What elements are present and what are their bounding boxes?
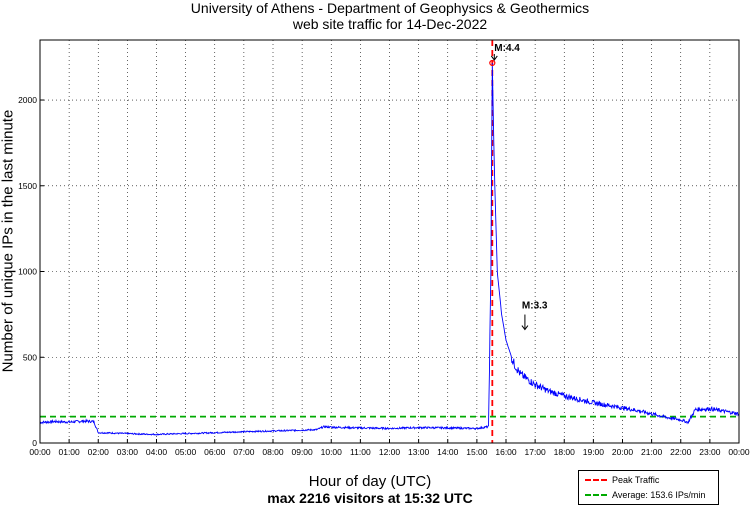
x-tick-label: 22:00 xyxy=(670,447,692,457)
x-tick-label: 18:00 xyxy=(554,447,576,457)
chart-subtitle: web site traffic for 14-Dec-2022 xyxy=(292,16,488,32)
legend-swatch-peak xyxy=(585,479,607,481)
x-tick-labels: 00:00 01:00 02:00 03:00 04:00 05:00 06:00 07:00… xyxy=(29,447,750,457)
x-tick-label: 15:00 xyxy=(466,447,488,457)
x-tick-label: 09:00 xyxy=(291,447,313,457)
chart-title: University of Athens - Department of Geo… xyxy=(190,0,590,16)
legend: Peak Traffic Average: 153.6 IPs/min xyxy=(578,470,719,505)
x-tick-label: 23:00 xyxy=(699,447,721,457)
x-tick-label: 07:00 xyxy=(233,447,255,457)
series-layer xyxy=(39,62,740,436)
x-tick-label: 10:00 xyxy=(321,447,343,457)
y-tick-label: 500 xyxy=(23,352,37,362)
peak-marker xyxy=(489,59,496,67)
x-tick-label: 08:00 xyxy=(262,447,284,457)
x-tick-label: 02:00 xyxy=(88,447,110,457)
x-tick-label: 01:00 xyxy=(58,447,80,457)
quake-arrow-head xyxy=(490,55,498,61)
x-tick-label: 03:00 xyxy=(117,447,139,457)
x-tick-label: 11:00 xyxy=(350,447,371,457)
x-tick-label: 00:00 xyxy=(728,447,750,457)
x-tick-label: 14:00 xyxy=(437,447,459,457)
plot-frame xyxy=(39,39,740,444)
grid xyxy=(39,40,740,444)
x-tick-label: 19:00 xyxy=(583,447,605,457)
legend-label-average: Average: 153.6 IPs/min xyxy=(612,490,706,500)
x-tick-label: 20:00 xyxy=(612,447,634,457)
reference-lines xyxy=(40,40,739,443)
x-tick-label: 04:00 xyxy=(146,447,168,457)
x-tick-label: 16:00 xyxy=(495,447,517,457)
quake-label: M:3.3 xyxy=(522,301,548,312)
legend-item-peak: Peak Traffic xyxy=(585,474,659,486)
x-tick-label: 05:00 xyxy=(175,447,197,457)
legend-label-peak: Peak Traffic xyxy=(612,475,660,485)
x-tick-label: 21:00 xyxy=(641,447,663,457)
y-tick-label: 1500 xyxy=(18,181,37,191)
x-axis-label: Hour of day (UTC) xyxy=(308,473,432,490)
x-tick-label: 13:00 xyxy=(408,447,430,457)
y-tick-label: 2000 xyxy=(18,95,37,105)
x-axis-sublabel: max 2216 visitors at 15:32 UTC xyxy=(267,490,473,506)
y-tick-label: 0 xyxy=(32,438,37,448)
quake-label: M:4.4 xyxy=(494,43,520,54)
x-tick-label: 06:00 xyxy=(204,447,226,457)
traffic-series-line xyxy=(39,62,740,436)
annotations: M:4.4 M:3.3 xyxy=(489,43,548,331)
x-tick-label: 12:00 xyxy=(379,447,401,457)
x-tick-label: 00:00 xyxy=(29,447,51,457)
legend-item-average: Average: 153.6 IPs/min xyxy=(585,489,705,501)
y-tick-label: 1000 xyxy=(18,267,37,277)
quake-arrow-head xyxy=(521,325,529,331)
y-tick-labels: 0 500 1000 1500 2000 xyxy=(18,95,37,448)
legend-swatch-average xyxy=(585,494,607,496)
x-tick-label: 17:00 xyxy=(524,447,546,457)
